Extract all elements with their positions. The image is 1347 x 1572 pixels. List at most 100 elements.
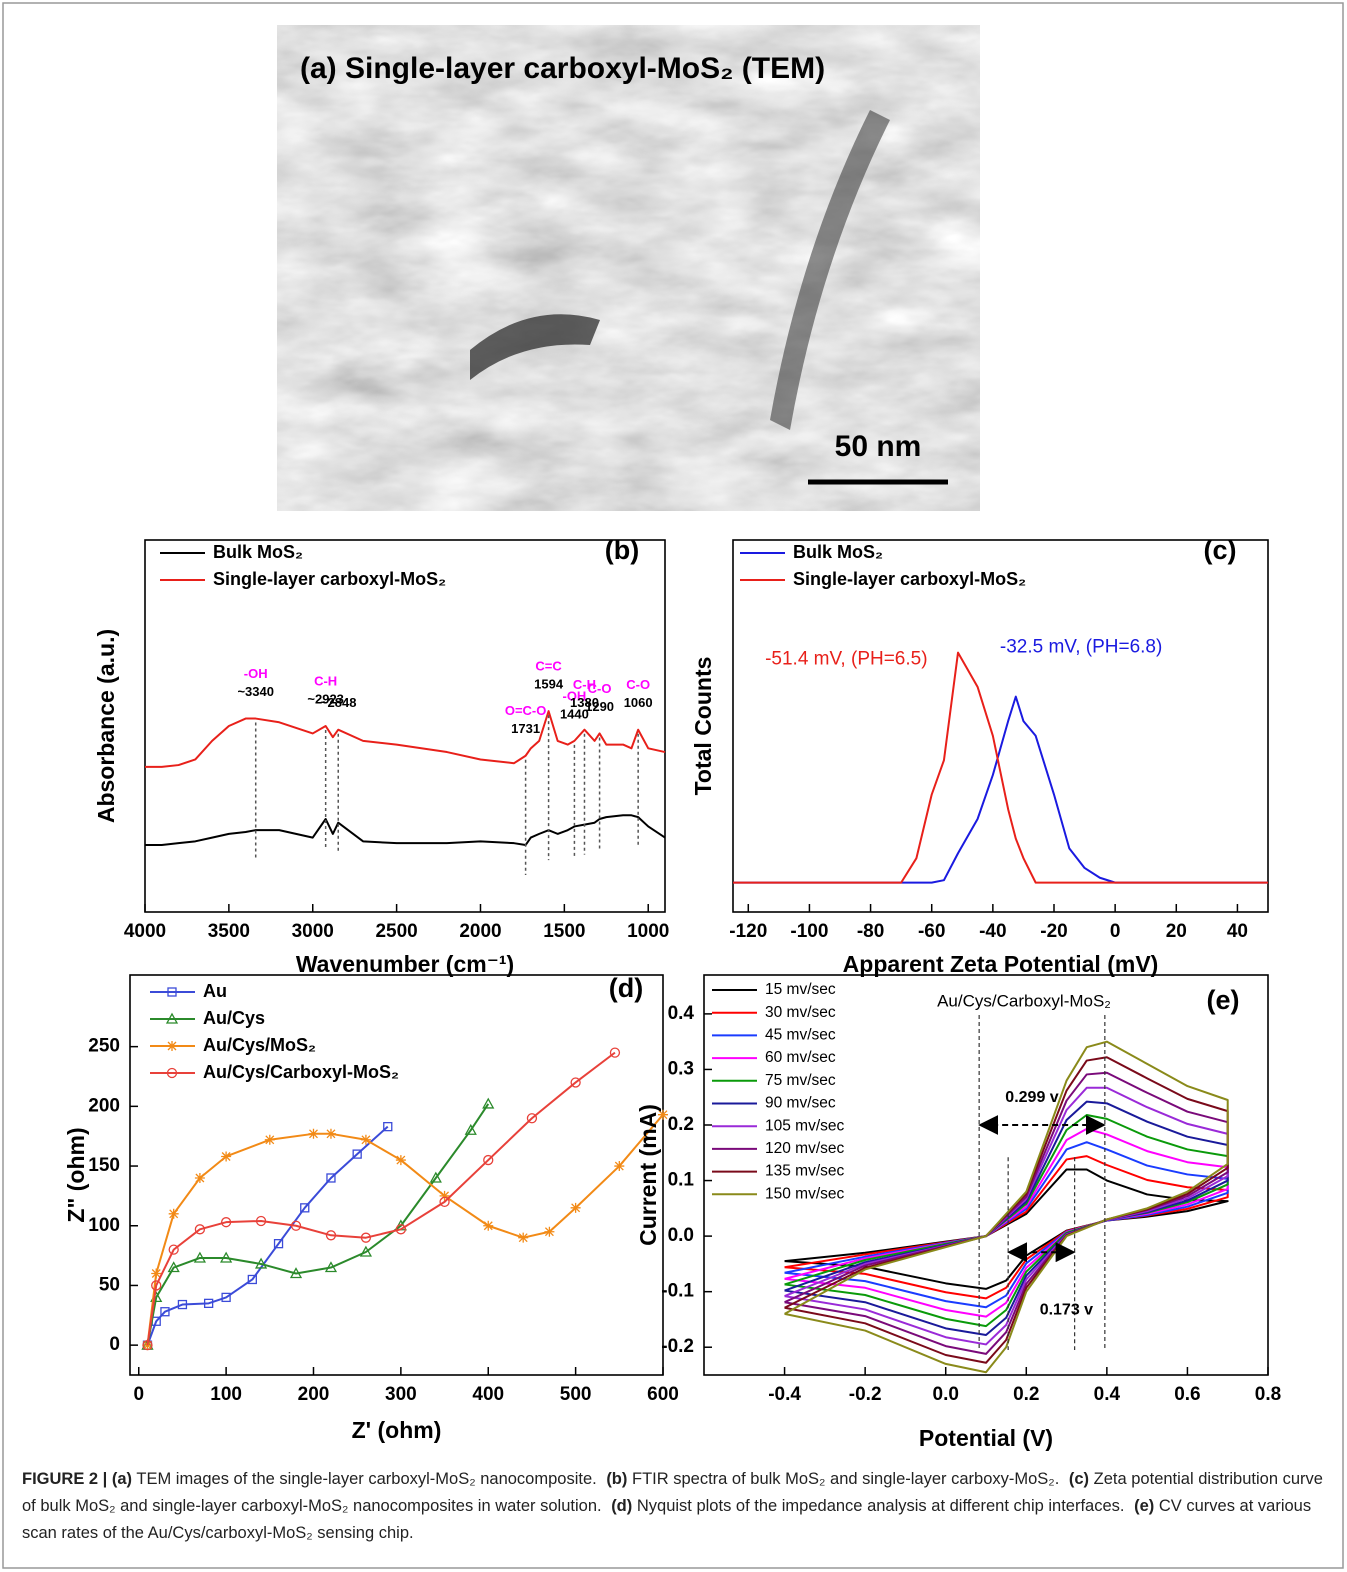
marker [324, 1261, 338, 1273]
peak-label: C-O [626, 677, 650, 692]
legend-label: Bulk MoS₂ [793, 542, 883, 562]
chart: -120 -100 -80 -60 -40 -20 0 20 40 Apparent Zeta P… [690, 535, 1269, 977]
plot-frame [703, 974, 1269, 1376]
legend-label: 75 mv/sec [765, 1072, 836, 1089]
marker [247, 1274, 257, 1285]
peak-value: 1060 [624, 695, 653, 710]
x-tick-label: -0.4 [768, 1384, 801, 1405]
arrow-label: 0.173 v [1040, 1301, 1093, 1318]
caption-part: (b) FTIR spectra of bulk MoS₂ and single… [602, 1470, 1060, 1488]
x-tick-label: 0.0 [933, 1384, 959, 1405]
y-tick-label: 0.3 [668, 1058, 694, 1079]
marker [570, 1202, 581, 1213]
y-axis-label: Z" (ohm) [63, 1127, 89, 1222]
marker [193, 1251, 207, 1263]
y-tick-label: 200 [88, 1095, 120, 1116]
x-tick-label: -60 [918, 921, 945, 942]
caption-tag: (a) [111, 1470, 133, 1488]
x-axis-label: Apparent Zeta Potential (mV) [843, 951, 1159, 977]
marker [165, 1012, 179, 1024]
marker [221, 1292, 231, 1303]
marker [439, 1190, 450, 1201]
series-line [145, 814, 666, 847]
x-tick-label: 0.2 [1013, 1384, 1039, 1405]
annotation: -32.5 mV, (PH=6.8) [1000, 637, 1162, 658]
x-tick-label: 3500 [208, 921, 250, 942]
marker [360, 1232, 372, 1243]
caption-text: FTIR spectra of bulk MoS₂ and single-lay… [631, 1470, 1060, 1488]
marker [142, 1340, 153, 1351]
plot-frame [732, 539, 1269, 913]
y-tick-label: 50 [99, 1274, 120, 1295]
legend-label: Bulk MoS₂ [213, 542, 303, 562]
marker [325, 1128, 336, 1139]
x-tick-label: -100 [790, 921, 828, 942]
caption-text: CV curves at various scan rates of the A… [22, 1497, 1312, 1542]
arrow-label: 0.299 v [1005, 1089, 1058, 1106]
caption-tag: (e) [1134, 1497, 1155, 1515]
series-line [146, 1103, 490, 1346]
peak-label: C-H [573, 677, 596, 692]
marker [168, 1244, 179, 1255]
caption-text: Zeta potential distribution curve of bul… [22, 1470, 1323, 1515]
peak-label: O=C-O [505, 703, 547, 718]
legend-label: 30 mv/sec [765, 1004, 836, 1021]
peak-value: 1290 [585, 699, 614, 714]
panel-label: (d) [609, 973, 643, 1003]
legend-label: 150 mv/sec [765, 1185, 845, 1202]
peak-label: -OH [244, 666, 268, 681]
peak-label: C-O [588, 681, 612, 696]
x-tick-label: 0.6 [1174, 1384, 1200, 1405]
series-line [146, 1051, 616, 1346]
series-line [145, 710, 666, 768]
tem-texture [277, 25, 980, 511]
x-tick-label: 2500 [375, 921, 417, 942]
y-tick-label: 0.1 [668, 1170, 695, 1191]
marker [221, 1151, 232, 1162]
plot-frame [144, 539, 666, 913]
x-tick-label: 1500 [543, 921, 585, 942]
peak-label: C=C [535, 659, 562, 674]
marker [464, 1123, 477, 1135]
marker [352, 1149, 362, 1159]
marker [255, 1215, 267, 1227]
x-tick-label: 2000 [459, 921, 501, 942]
marker [439, 1196, 450, 1208]
marker [166, 1067, 178, 1079]
marker [168, 1208, 179, 1219]
x-axis-label: Wavenumber (cm⁻¹) [296, 951, 514, 977]
marker [254, 1257, 268, 1269]
marker [383, 1121, 393, 1132]
x-tick-label: -0.2 [849, 1384, 882, 1405]
legend-label: Au/Cys/MoS₂ [203, 1035, 316, 1055]
marker [220, 1217, 232, 1228]
caption-text: Nyquist plots of the impedance analysis … [636, 1497, 1125, 1515]
y-tick-label: 0.2 [668, 1114, 694, 1135]
x-tick-label: 1000 [627, 921, 669, 942]
plot-frame [129, 974, 664, 1376]
legend-label: 15 mv/sec [765, 981, 836, 998]
marker [658, 1109, 668, 1120]
marker [151, 1268, 162, 1279]
marker [395, 1155, 406, 1166]
x-tick-label: 40 [1227, 921, 1248, 942]
caption-label: FIGURE 2 | [22, 1470, 108, 1488]
marker [526, 1113, 538, 1124]
legend-label: Single-layer carboxyl-MoS₂ [793, 569, 1026, 589]
tem-image: (a) Single-layer carboxyl-MoS₂ (TEM) 50 … [277, 25, 980, 511]
marker [609, 1047, 621, 1058]
y-axis-label: Current (mA) [635, 1104, 661, 1246]
marker [308, 1128, 319, 1139]
y-tick-label: 150 [88, 1155, 120, 1176]
caption-tag: (b) [606, 1470, 628, 1488]
x-tick-label: 500 [560, 1384, 592, 1405]
tem-feature [470, 314, 600, 380]
legend-label: Au/Cys [203, 1008, 265, 1028]
panel-label: (c) [1204, 535, 1237, 565]
marker [194, 1224, 206, 1235]
x-tick-label: 0 [133, 1384, 144, 1405]
marker [177, 1299, 188, 1310]
y-axis-label: Total Counts [690, 657, 716, 796]
series-line [784, 1040, 1229, 1374]
legend-label: 135 mv/sec [765, 1163, 845, 1180]
